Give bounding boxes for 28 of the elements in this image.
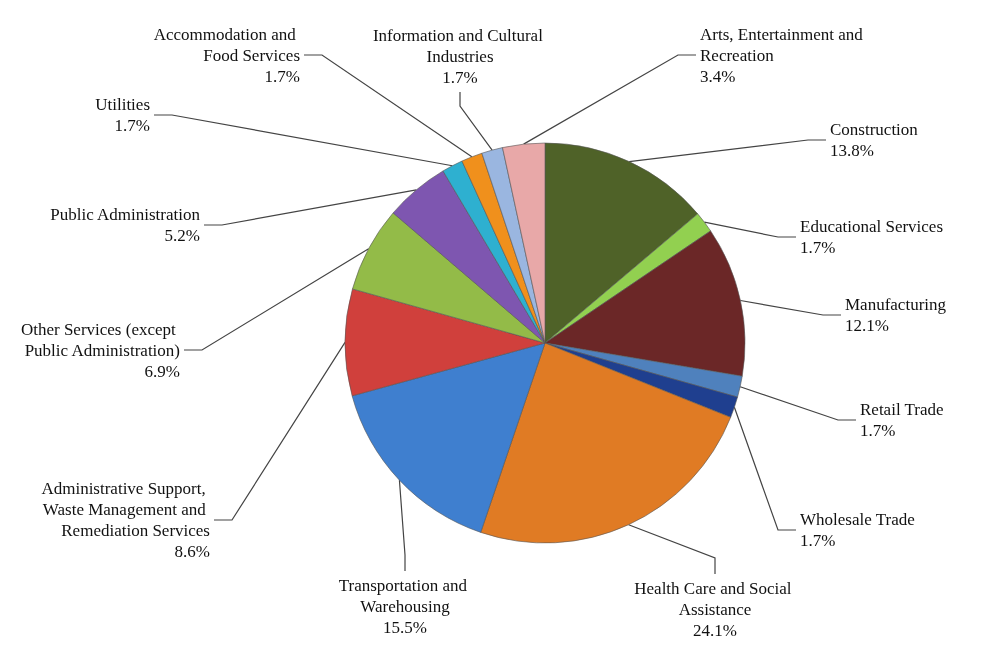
data-label: 5.2% <box>164 226 200 245</box>
data-label: 1.7% <box>114 116 150 135</box>
data-label: 1.7% <box>800 238 836 257</box>
slice-label: Educational Services <box>800 217 944 236</box>
data-label: 1.7% <box>860 421 896 440</box>
data-label: 8.6% <box>174 542 210 561</box>
data-label: 1.7% <box>800 531 836 550</box>
slice-label: Administrative Support, Waste Management and Remediation Services <box>41 479 210 540</box>
data-label: 12.1% <box>845 316 889 335</box>
data-label: 13.8% <box>830 141 874 160</box>
data-label: 1.7% <box>264 66 300 86</box>
slice-label: Construction <box>830 120 919 139</box>
slice-label: Other Services (except Public Administration) <box>20 319 180 360</box>
slice-label: Utilities <box>95 95 150 114</box>
slice-label: Transportation and Warehousing <box>338 576 472 616</box>
slice-label: Wholesale Trade <box>800 510 915 529</box>
data-label: 15.5% <box>383 618 427 637</box>
data-label: 1.7% <box>442 68 478 87</box>
data-label: 3.4% <box>700 66 736 86</box>
slice-label: Public Administration <box>50 205 201 224</box>
data-label: 24.1% <box>693 621 737 640</box>
slice-label: Retail Trade <box>860 400 944 419</box>
slice-label: Arts, Entertainment and Recreation <box>700 24 868 65</box>
slice-label: Health Care and Social Assistance <box>634 579 796 619</box>
slice-label: Accommodation and Food Services <box>153 24 300 65</box>
data-label: 6.9% <box>144 361 180 381</box>
slice-label: Information and Cultural Industries <box>372 26 548 66</box>
slice-label: Manufacturing <box>845 295 947 314</box>
